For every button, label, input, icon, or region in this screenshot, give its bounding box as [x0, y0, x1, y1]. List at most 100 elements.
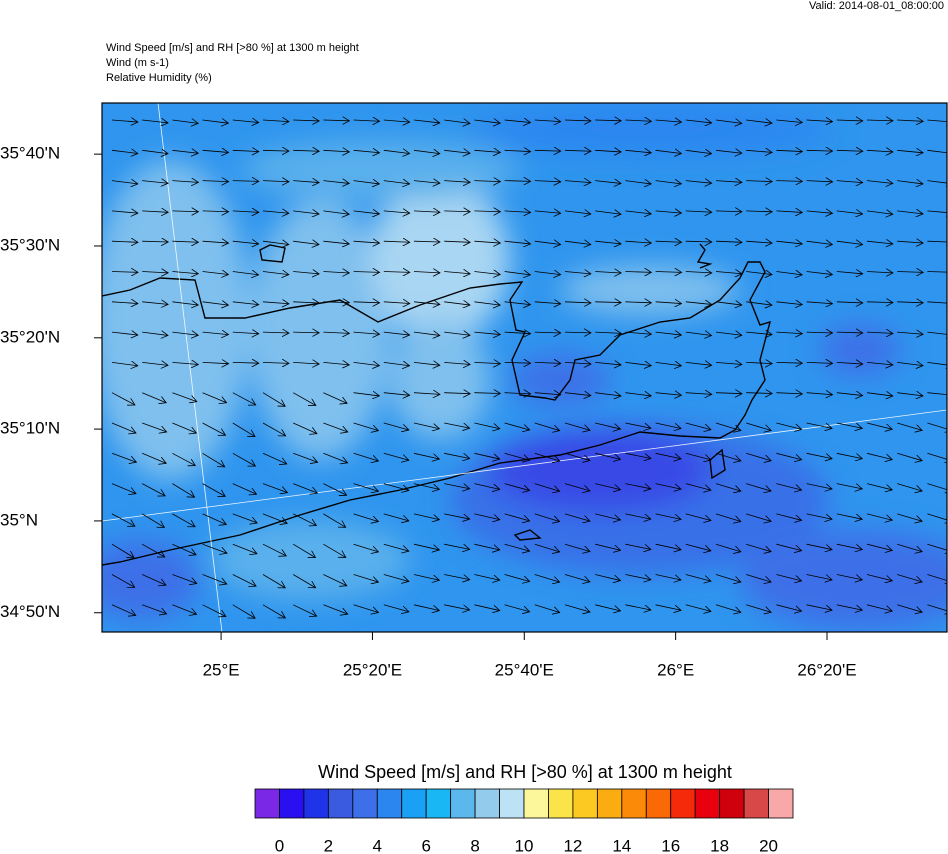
- wind-arrow: [504, 181, 531, 182]
- wind-arrow: [897, 302, 923, 303]
- wind-arrow: [353, 452, 379, 461]
- x-tick-label: 25°40'E: [495, 660, 554, 679]
- wind-arrow: [111, 574, 135, 588]
- wind-arrow: [233, 635, 255, 648]
- wind-arrow: [534, 422, 560, 431]
- wind-arrow: [866, 543, 892, 550]
- wind-arrow: [715, 332, 742, 335]
- wind-arrow: [353, 272, 380, 273]
- wind-arrow: [383, 272, 410, 273]
- wind-arrow: [927, 635, 948, 643]
- colorbar-box: [572, 788, 598, 819]
- wind-arrow: [776, 332, 802, 334]
- wind-arrow: [927, 332, 947, 335]
- wind-arrow: [504, 483, 530, 491]
- wind-arrow: [685, 574, 711, 582]
- wind-arrow: [232, 452, 256, 466]
- wind-arrow: [715, 483, 741, 492]
- wind-arrow: [262, 574, 285, 588]
- wind-arrow: [413, 574, 439, 581]
- wind-arrow: [262, 513, 287, 524]
- wind-arrow: [202, 241, 229, 243]
- wind-arrow: [655, 302, 682, 304]
- wind-arrow: [262, 452, 287, 464]
- wind-arrow: [383, 543, 409, 551]
- colorbar-box: [279, 788, 305, 819]
- wind-arrow: [444, 422, 469, 428]
- wind-arrow: [897, 362, 923, 365]
- wind-arrow: [353, 513, 379, 522]
- colorbar-label: 0: [275, 836, 284, 854]
- wind-arrow: [444, 272, 470, 274]
- wind-arrow: [172, 241, 198, 242]
- wind-arrow: [927, 120, 947, 122]
- wind-arrow: [655, 574, 681, 580]
- wind-arrow: [413, 513, 439, 520]
- wind-arrow: [625, 513, 650, 519]
- wind-arrow: [293, 272, 319, 274]
- wind-arrow: [776, 181, 802, 182]
- wind-arrow: [897, 150, 923, 153]
- wind-arrow: [534, 332, 561, 333]
- wind-arrow: [685, 120, 712, 123]
- wind-arrow: [806, 211, 833, 213]
- wind-arrow: [776, 513, 801, 520]
- wind-arrow: [897, 120, 923, 121]
- wind-arrow: [685, 241, 712, 242]
- wind-arrow: [293, 513, 316, 526]
- wind-arrow: [323, 483, 346, 496]
- wind-arrow: [353, 362, 380, 365]
- wind-arrow: [806, 302, 833, 304]
- wind-arrow: [746, 422, 771, 430]
- wind-arrow: [534, 241, 561, 244]
- wind-arrow: [776, 393, 802, 394]
- wind-arrow: [836, 332, 863, 333]
- x-tick-label: 26°20'E: [797, 660, 856, 679]
- wind-arrow: [142, 543, 165, 557]
- wind-arrow: [323, 272, 349, 273]
- wind-arrow: [172, 543, 196, 555]
- wind-arrow: [625, 332, 651, 334]
- wind-arrow: [685, 362, 712, 365]
- wind-arrow: [142, 422, 166, 432]
- colorbar-box: [768, 788, 794, 819]
- wind-arrow: [172, 272, 198, 274]
- wind-arrow: [836, 422, 862, 428]
- wind-arrow: [504, 302, 531, 305]
- wind-arrow: [897, 272, 923, 273]
- wind-arrow: [353, 211, 380, 214]
- wind-arrow: [866, 483, 892, 490]
- wind-arrow: [897, 422, 922, 430]
- wind-arrow: [142, 302, 168, 305]
- wind-arrow: [474, 181, 500, 182]
- wind-arrow: [323, 452, 347, 463]
- wind-arrow: [474, 422, 499, 429]
- colorbar-box: [327, 788, 354, 819]
- wind-arrow: [806, 272, 833, 275]
- wind-arrow: [746, 574, 771, 582]
- wind-arrow: [655, 241, 682, 242]
- wind-arrow: [866, 604, 892, 611]
- wind-arrow: [232, 302, 259, 305]
- wind-arrow: [111, 513, 135, 526]
- wind-arrow: [897, 393, 923, 396]
- wind-arrow: [202, 604, 226, 617]
- wind-arrow: [444, 150, 470, 153]
- wind-arrow: [776, 543, 801, 550]
- wind-arrow: [897, 241, 923, 243]
- wind-arrow: [564, 241, 591, 244]
- wind-arrow: [534, 150, 561, 151]
- wind-arrow: [836, 604, 862, 610]
- plot-subtitle: Relative Humidity (%): [106, 72, 212, 84]
- wind-arrow: [504, 543, 530, 551]
- wind-arrow: [323, 120, 349, 121]
- wind-arrow: [806, 181, 833, 182]
- wind-arrow: [111, 332, 138, 335]
- wind-arrow: [172, 604, 196, 615]
- wind-arrow: [413, 120, 440, 123]
- wind-arrow: [776, 272, 802, 275]
- wind-arrow: [746, 332, 772, 334]
- wind-arrow: [172, 211, 198, 212]
- wind-arrow: [444, 483, 469, 489]
